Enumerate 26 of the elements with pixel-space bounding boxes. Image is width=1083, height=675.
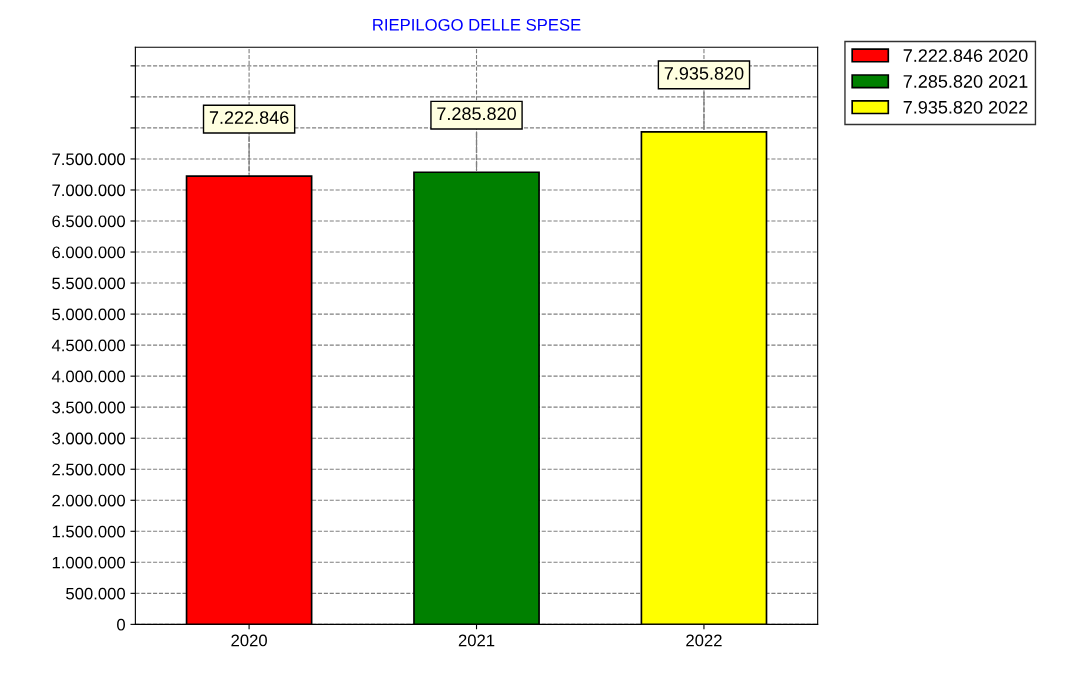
y-tick-label: 7.500.000 (52, 153, 126, 166)
y-tick-label: 500.000 (66, 587, 126, 600)
y-tick-label: 2.500.000 (52, 463, 126, 476)
y-tick-label: 3.500.000 (52, 401, 126, 414)
y-tick-label: 3.000.000 (52, 432, 126, 445)
y-tick-label: 5.500.000 (52, 277, 126, 290)
y-tick-label: 6.000.000 (52, 246, 126, 259)
y-tick-label: 6.500.000 (52, 215, 126, 228)
chart-title: RIEPILOGO DELLE SPESE (373, 18, 581, 31)
y-tick-label: 1.000.000 (52, 556, 126, 569)
legend-label: 7.285.820 2021 (903, 75, 1028, 88)
y-tick-label: 5.000.000 (52, 308, 126, 321)
y-tick-label: 7.000.000 (52, 184, 126, 197)
x-tick-label: 2020 (231, 634, 267, 647)
x-tick-label: 2022 (686, 634, 722, 647)
y-tick-label: 4.000.000 (51, 370, 126, 383)
y-tick-label: 1.500.000 (52, 525, 126, 538)
legend-label: 7.222.846 2020 (903, 49, 1028, 62)
data-label: 7.285.820 (437, 107, 516, 121)
data-label: 7.935.820 (664, 66, 744, 80)
y-tick-label: 2.000.000 (52, 494, 126, 507)
legend-label: 7.935.820 2022 (903, 100, 1028, 114)
x-tick-label: 2021 (458, 634, 495, 647)
y-tick-label: 0 (117, 618, 125, 631)
data-label: 7.222.846 (209, 111, 289, 124)
y-tick-label: 4.500.000 (51, 339, 126, 352)
